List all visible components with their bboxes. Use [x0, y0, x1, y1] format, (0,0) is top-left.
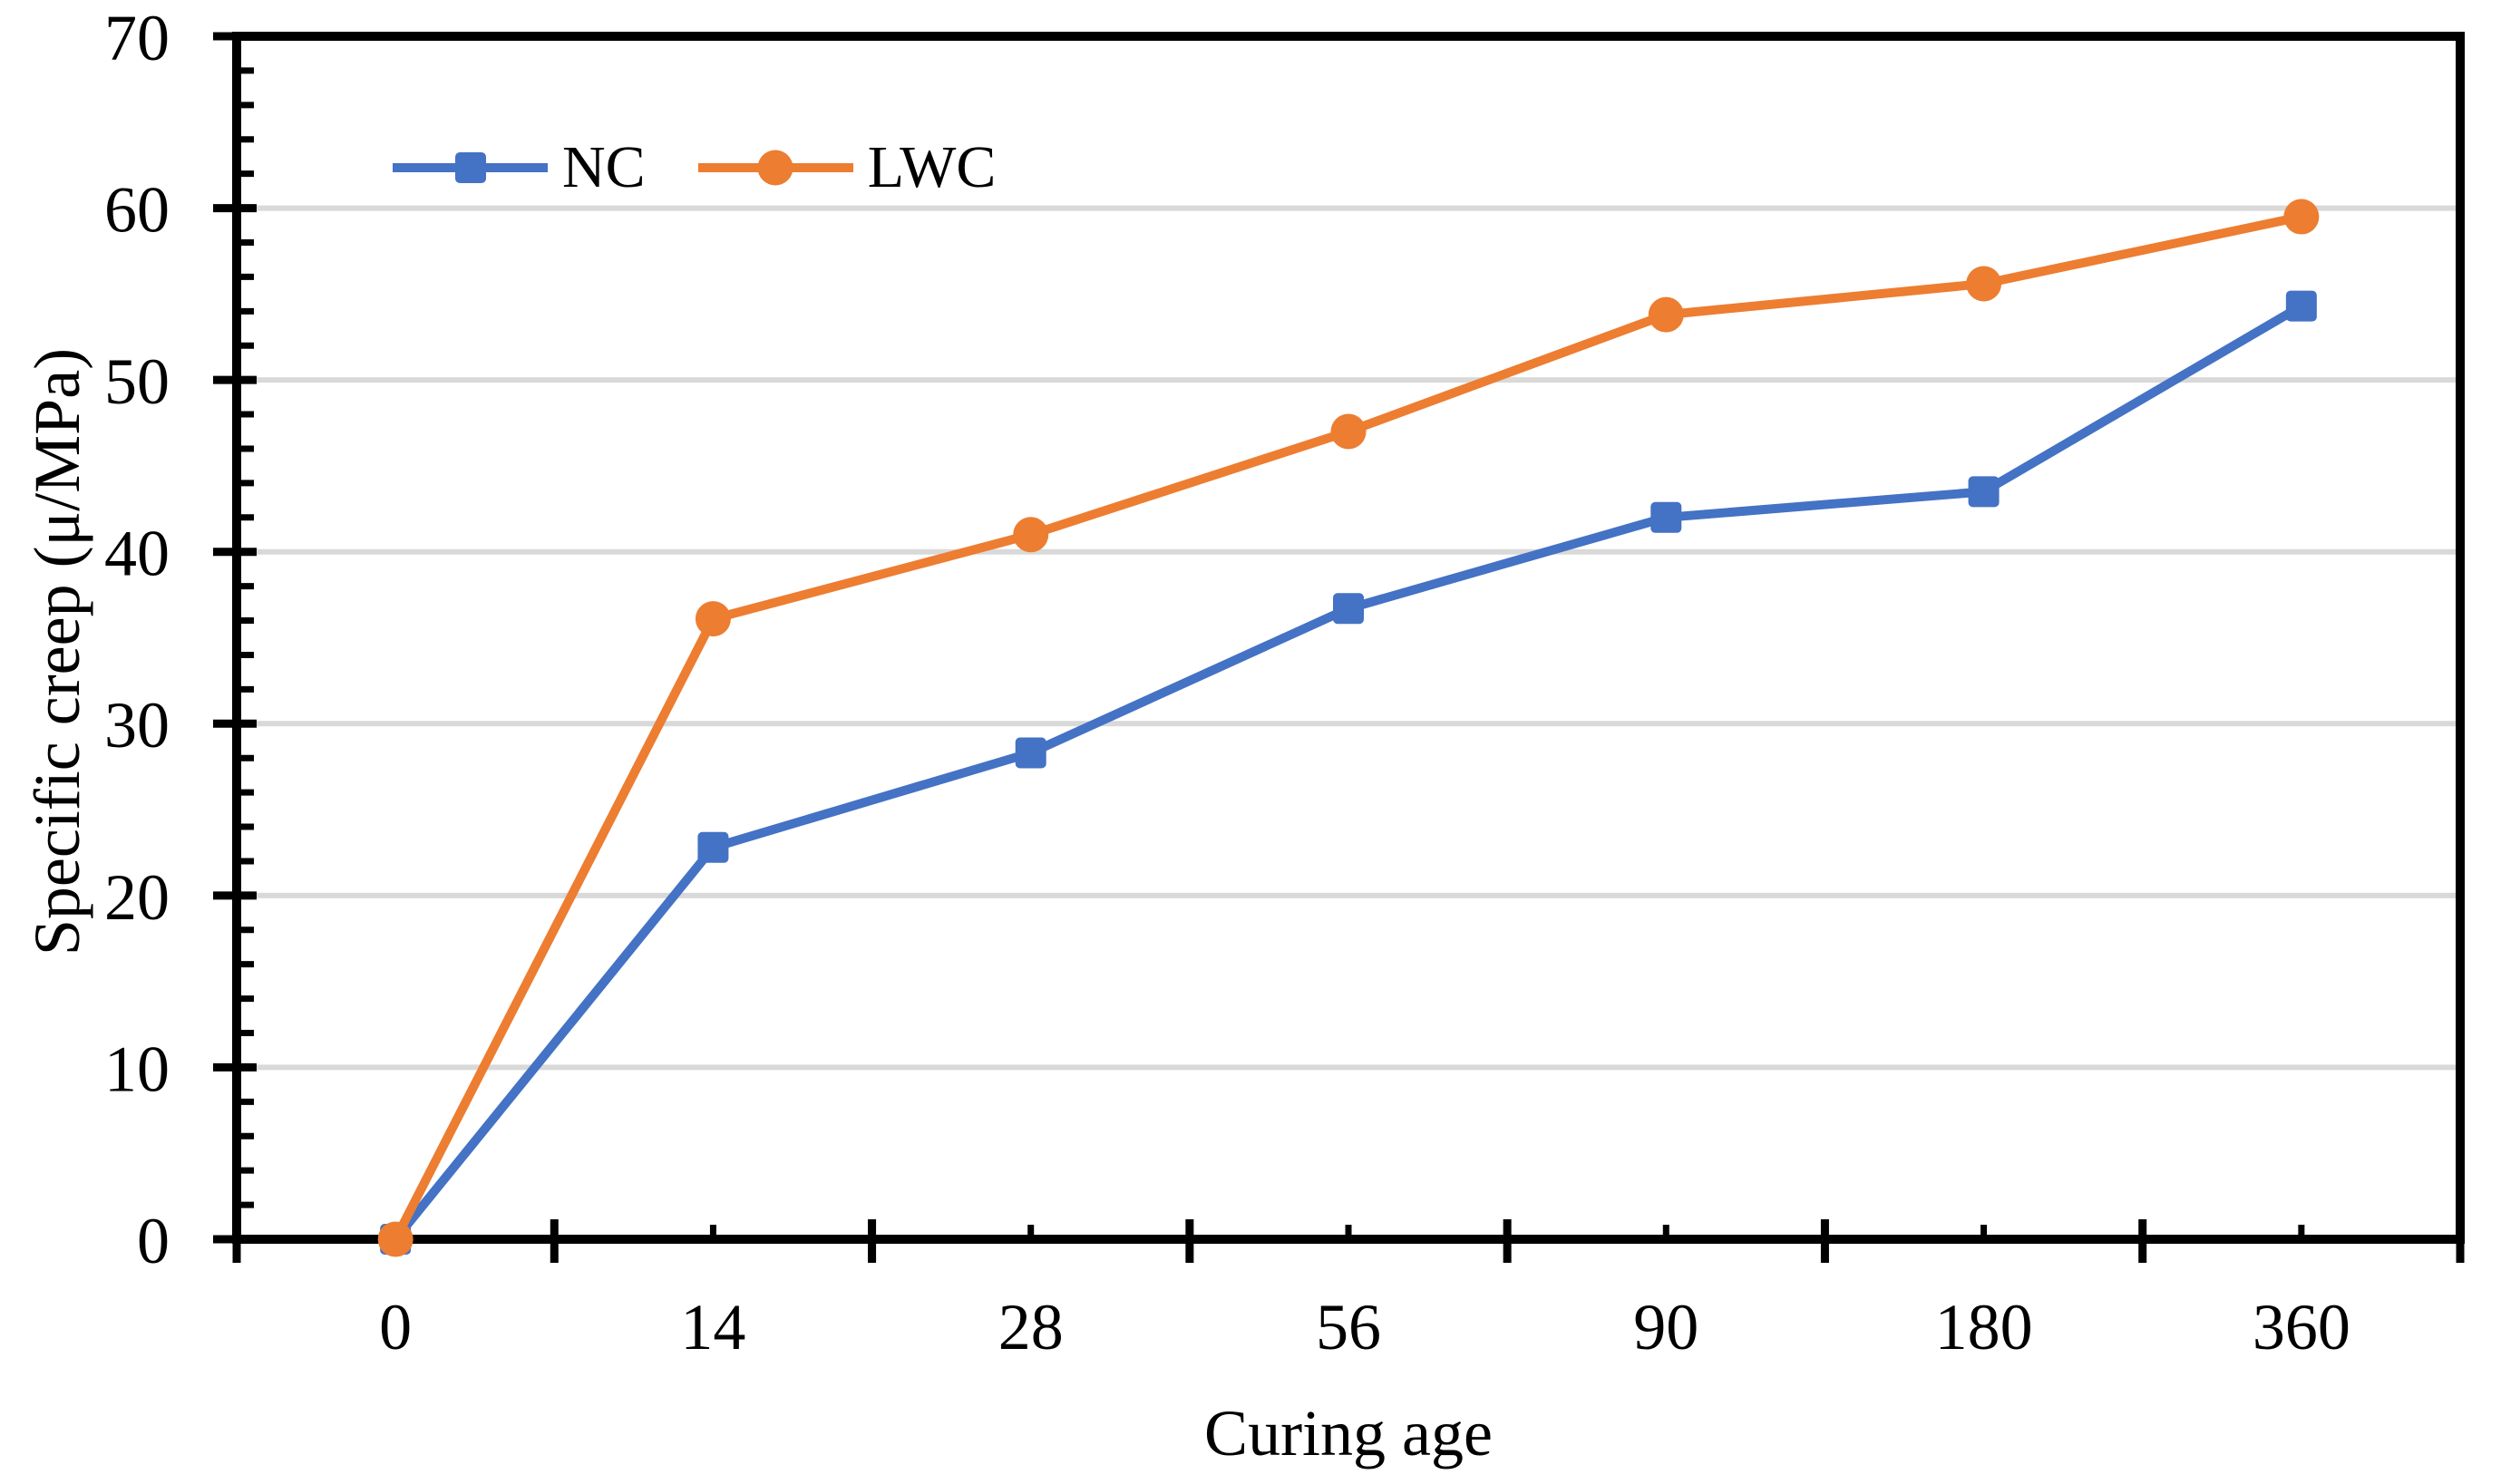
x-tick-label-360: 360 — [2253, 1291, 2350, 1363]
lwc-circle-marker-icon — [757, 150, 793, 186]
data-point-lwc-90 — [1648, 296, 1684, 333]
data-point-lwc-56 — [1330, 413, 1367, 450]
plot-border — [232, 32, 2465, 1244]
data-point-lwc-180 — [1966, 266, 2002, 302]
x-tick-label-28: 28 — [998, 1291, 1064, 1363]
legend-item-lwc: LWC — [697, 134, 997, 200]
legend-keyline-lwc — [697, 150, 853, 186]
y-tick-label-40: 40 — [104, 518, 170, 590]
data-point-lwc-360 — [2283, 199, 2320, 235]
x-tick-label-90: 90 — [1633, 1291, 1698, 1363]
x-tick-label-56: 56 — [1316, 1291, 1381, 1363]
data-point-lwc-14 — [695, 601, 731, 637]
y-tick-label-70: 70 — [104, 2, 170, 74]
y-tick-label-30: 30 — [104, 689, 170, 761]
series-line-lwc — [391, 212, 2306, 1244]
legend-label-nc: NC — [562, 134, 646, 200]
data-point-lwc-0 — [377, 1221, 414, 1257]
legend-keyline-nc — [393, 152, 548, 183]
legend-label-lwc: LWC — [867, 134, 997, 200]
nc-square-marker-icon — [454, 152, 486, 183]
data-point-nc-90 — [1650, 501, 1682, 533]
x-axis-title: Curing age — [1204, 1397, 1493, 1469]
data-point-nc-56 — [1333, 593, 1364, 625]
y-tick-label-20: 20 — [104, 861, 170, 934]
data-point-nc-14 — [697, 831, 729, 863]
x-tick-label-14: 14 — [680, 1291, 745, 1363]
y-tick-label-0: 0 — [137, 1205, 170, 1277]
x-tick-label-0: 0 — [379, 1291, 412, 1363]
y-tick-label-10: 10 — [104, 1033, 170, 1105]
x-tick-label-180: 180 — [1935, 1291, 2033, 1363]
data-point-nc-360 — [2285, 290, 2317, 322]
data-point-nc-28 — [1015, 737, 1046, 769]
y-axis-title: Specific creep (μ/MPa) — [21, 347, 93, 956]
y-tick-label-60: 60 — [104, 173, 170, 246]
y-tick-label-50: 50 — [104, 345, 170, 418]
data-point-lwc-28 — [1013, 517, 1049, 553]
legend: NC LWC — [393, 130, 996, 206]
data-point-nc-180 — [1968, 476, 2000, 508]
legend-item-nc: NC — [393, 138, 646, 198]
